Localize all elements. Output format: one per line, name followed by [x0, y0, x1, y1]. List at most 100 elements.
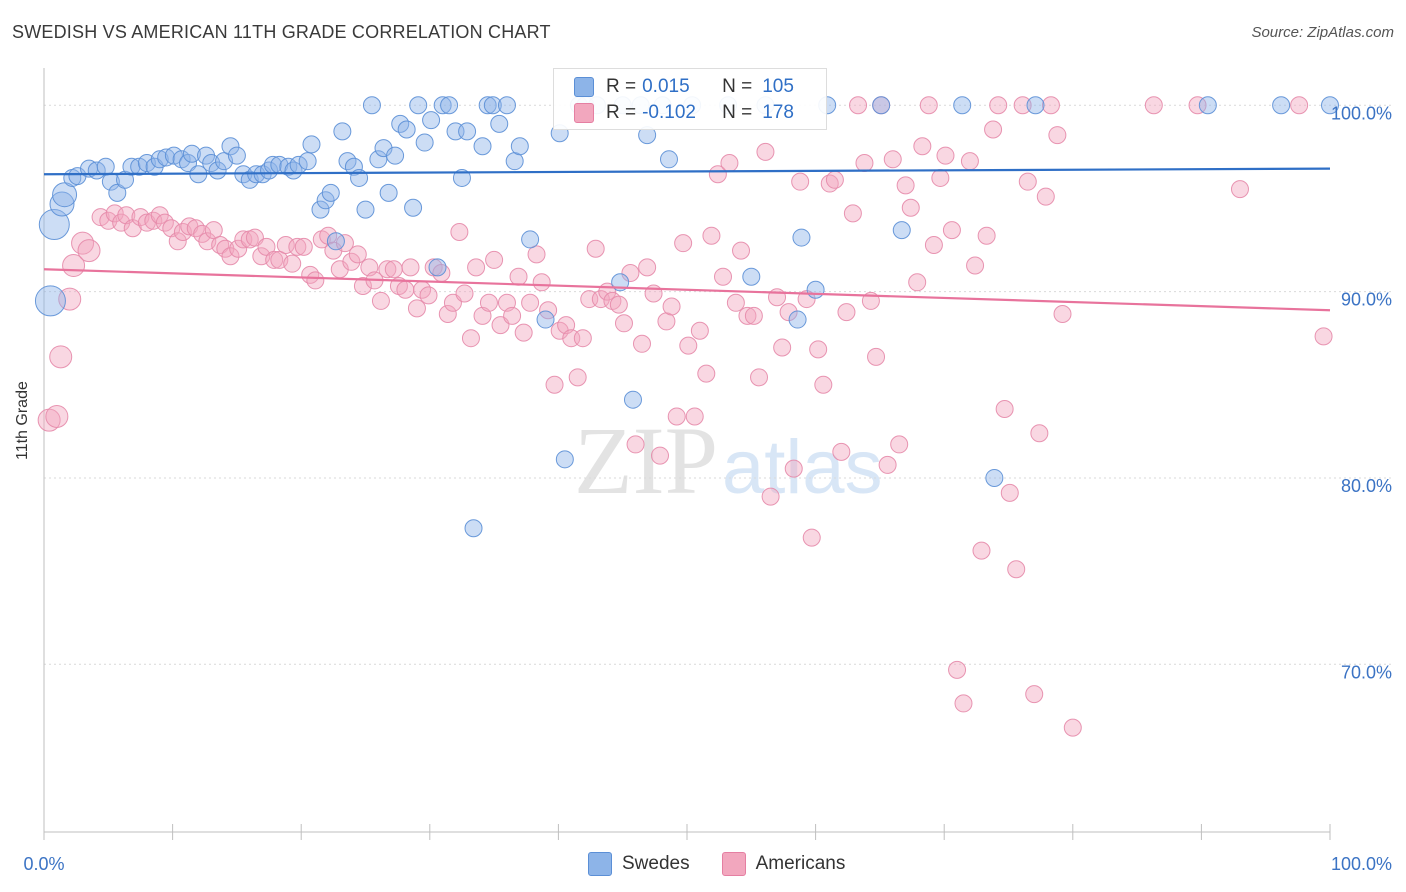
data-point-americans: [720, 154, 739, 173]
legend-item-swedes[interactable]: Swedes: [588, 852, 690, 876]
series-legend: Swedes Americans: [588, 852, 877, 876]
data-point-swedes: [379, 183, 398, 202]
data-point-americans: [890, 435, 909, 454]
data-point-swedes: [179, 154, 198, 173]
data-point-americans: [984, 120, 1003, 139]
legend-item-americans[interactable]: Americans: [721, 852, 846, 876]
data-point-americans: [924, 236, 943, 255]
data-point-americans: [438, 304, 457, 323]
data-point-americans: [461, 329, 480, 348]
data-point-americans: [1053, 304, 1072, 323]
data-point-swedes: [397, 120, 416, 139]
data-point-americans: [638, 258, 657, 277]
data-point-americans: [1007, 560, 1026, 579]
data-point-americans: [1063, 718, 1082, 737]
data-point-swedes: [483, 96, 502, 115]
data-point-swedes: [464, 519, 483, 538]
data-point-swedes: [788, 310, 807, 329]
data-point-americans: [168, 232, 187, 251]
data-point-swedes: [536, 310, 555, 329]
data-point-americans: [784, 459, 803, 478]
data-point-americans: [732, 241, 751, 260]
data-point-swedes: [122, 157, 141, 176]
data-point-swedes: [623, 390, 642, 409]
data-point-americans: [738, 306, 757, 325]
data-point-swedes: [422, 111, 441, 130]
data-point-americans: [162, 219, 181, 238]
legend-label-americans: Americans: [755, 853, 846, 874]
data-point-americans: [960, 152, 979, 171]
data-point-swedes: [452, 168, 471, 187]
data-point-americans: [276, 236, 295, 255]
data-point-americans: [867, 347, 886, 366]
data-point-swedes: [333, 122, 352, 141]
data-point-americans: [779, 303, 798, 322]
data-point-americans: [662, 297, 681, 316]
data-point-americans: [931, 168, 950, 187]
data-point-americans: [995, 400, 1014, 419]
legend-r-value: 0.015: [642, 76, 690, 97]
data-point-swedes: [344, 157, 363, 176]
data-point-americans: [1025, 685, 1044, 704]
data-point-americans: [837, 303, 856, 322]
data-point-americans: [690, 321, 709, 340]
data-point-swedes: [742, 267, 761, 286]
data-point-americans: [843, 204, 862, 223]
data-point-americans: [1048, 126, 1067, 145]
data-point-americans: [288, 237, 307, 256]
data-point-swedes: [116, 170, 135, 189]
data-point-swedes: [415, 133, 434, 152]
data-point-americans: [896, 176, 915, 195]
data-point-americans: [407, 299, 426, 318]
data-point-swedes: [409, 96, 428, 115]
data-point-americans: [419, 286, 438, 305]
data-point-swedes: [985, 468, 1004, 487]
data-point-americans: [1144, 96, 1163, 115]
data-point-swedes: [49, 191, 75, 217]
data-point-americans: [908, 273, 927, 292]
data-point-americans: [1290, 96, 1309, 115]
data-point-americans: [761, 487, 780, 506]
legend-swatch-swedes: [588, 852, 612, 876]
data-point-americans: [545, 375, 564, 394]
data-point-swedes: [52, 182, 78, 208]
data-point-americans: [485, 250, 504, 269]
data-point-swedes: [806, 280, 825, 299]
legend-label-swedes: Swedes: [622, 853, 690, 874]
data-point-americans: [614, 314, 633, 333]
data-point-americans: [105, 204, 124, 223]
data-point-swedes: [302, 135, 321, 154]
data-point-americans: [977, 226, 996, 245]
data-point-americans: [621, 263, 640, 282]
data-point-americans: [1000, 483, 1019, 502]
data-point-swedes: [659, 150, 678, 169]
data-point-americans: [802, 528, 821, 547]
data-point-americans: [901, 198, 920, 217]
data-point-americans: [773, 338, 792, 357]
data-point-americans: [744, 306, 763, 325]
legend-r-value: -0.102: [642, 102, 696, 123]
data-point-swedes: [150, 150, 169, 169]
data-point-americans: [966, 256, 985, 275]
data-point-americans: [855, 154, 874, 173]
data-point-swedes: [404, 198, 423, 217]
data-point-swedes: [478, 96, 497, 115]
data-point-swedes: [311, 200, 330, 219]
data-point-americans: [632, 334, 651, 353]
data-point-americans: [294, 237, 313, 256]
chart-title: SWEDISH VS AMERICAN 11TH GRADE CORRELATI…: [12, 22, 551, 42]
legend-row-swedes: R = 0.015 N = 105: [574, 74, 794, 100]
data-point-swedes: [182, 144, 201, 163]
data-point-americans: [234, 230, 253, 249]
data-point-swedes: [34, 285, 66, 317]
legend-n-label: N =: [722, 102, 753, 123]
data-point-swedes: [510, 137, 529, 156]
data-point-swedes: [1272, 96, 1291, 115]
data-point-americans: [455, 284, 474, 303]
legend-swatch-swedes: [574, 77, 594, 97]
legend-row-americans: R = -0.102 N = 178: [574, 100, 794, 126]
data-point-americans: [58, 287, 82, 311]
data-point-swedes: [1026, 96, 1045, 115]
data-point-americans: [942, 221, 961, 240]
